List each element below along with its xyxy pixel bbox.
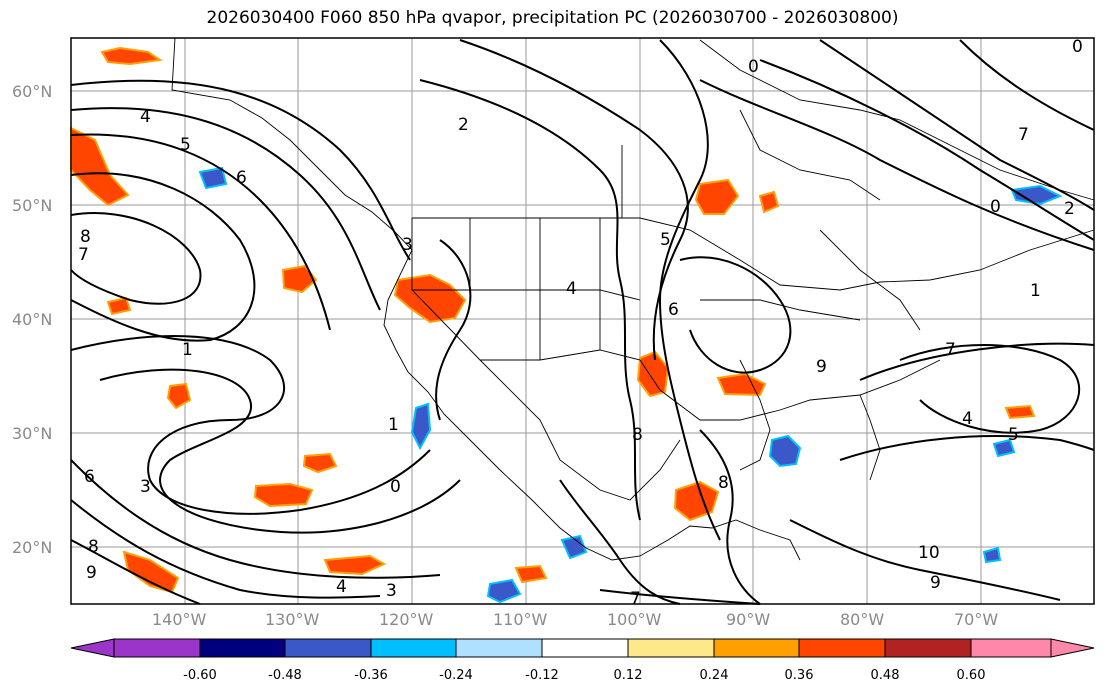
coastlines-borders bbox=[171, 37, 1095, 561]
lat-label: 40°N bbox=[12, 310, 53, 329]
colorbar-tick: -0.36 bbox=[354, 668, 388, 683]
contour-label: 0 bbox=[748, 57, 759, 77]
colorbar-bin bbox=[455, 638, 543, 658]
contour-label: 3 bbox=[386, 581, 397, 601]
colorbar-tick: 0.36 bbox=[784, 668, 814, 683]
contour-label: 2 bbox=[458, 115, 469, 135]
contour-label: 9 bbox=[86, 563, 97, 583]
precip-negative-patches bbox=[198, 166, 1063, 604]
contour-label: 5 bbox=[660, 230, 671, 250]
contour-label: 7 bbox=[1018, 125, 1029, 145]
contour-label: 7 bbox=[945, 340, 956, 360]
contour-label: 6 bbox=[236, 168, 247, 188]
contour-label: 8 bbox=[88, 537, 99, 557]
colorbar-bin bbox=[541, 638, 629, 658]
contour-label: 8 bbox=[718, 473, 729, 493]
lat-label: 20°N bbox=[12, 538, 53, 557]
contour-label: 9 bbox=[816, 357, 827, 377]
colorbar-bin bbox=[627, 638, 715, 658]
lon-label: 80°W bbox=[840, 610, 885, 629]
colorbar-tick: -0.24 bbox=[439, 668, 473, 683]
colorbar-tick: -0.60 bbox=[183, 668, 217, 683]
contour-label: 0 bbox=[390, 477, 401, 497]
lon-label: 140°W bbox=[152, 610, 207, 629]
contour-label: 9 bbox=[930, 573, 941, 593]
map-title: 2026030400 F060 850 hPa qvapor, precipit… bbox=[206, 8, 899, 28]
contour-label: 4 bbox=[336, 577, 347, 597]
colorbar-bin bbox=[284, 638, 372, 658]
colorbar-high-extend bbox=[1050, 638, 1095, 658]
contour-labels: 0 2 0 4 5 6 8 7 3 4 5 6 1 1 0 7 6 3 8 9 … bbox=[78, 37, 1083, 609]
contour-label: 4 bbox=[962, 409, 973, 429]
contour-label: 3 bbox=[140, 477, 151, 497]
lon-label: 110°W bbox=[493, 610, 548, 629]
lat-label: 60°N bbox=[12, 82, 53, 101]
lon-label: 120°W bbox=[379, 610, 434, 629]
contour-label: 6 bbox=[668, 300, 679, 320]
contour-label: 8 bbox=[80, 227, 91, 247]
contour-label: 5 bbox=[180, 135, 191, 155]
lon-label: 90°W bbox=[726, 610, 771, 629]
colorbar-tick: -0.48 bbox=[268, 668, 302, 683]
colorbar-tick: 0.60 bbox=[956, 668, 986, 683]
contour-label: 4 bbox=[140, 107, 151, 127]
colorbar-low-extend bbox=[70, 638, 115, 658]
colorbar-tick: -0.12 bbox=[525, 668, 559, 683]
contour-label: 4 bbox=[566, 279, 577, 299]
contour-label: 1 bbox=[182, 340, 193, 360]
colorbar-tick: 0.24 bbox=[699, 668, 729, 683]
contour-label: 0 bbox=[1072, 37, 1083, 57]
colorbar-tick: 0.12 bbox=[613, 668, 643, 683]
qvapor-contours bbox=[70, 39, 1095, 605]
colorbar-bin bbox=[970, 638, 1052, 658]
colorbar-tick: 0.48 bbox=[870, 668, 900, 683]
colorbar-bin bbox=[113, 638, 201, 658]
lon-label: 70°W bbox=[954, 610, 999, 629]
lon-label: 100°W bbox=[607, 610, 662, 629]
lon-label: 130°W bbox=[265, 610, 320, 629]
lat-label: 30°N bbox=[12, 424, 53, 443]
contour-label: 1 bbox=[1030, 281, 1041, 301]
colorbar-bin bbox=[798, 638, 886, 658]
colorbar-bin bbox=[713, 638, 800, 658]
contour-label: 7 bbox=[630, 589, 641, 609]
gridlines bbox=[71, 38, 1094, 604]
contour-label: 10 bbox=[918, 543, 940, 563]
map-panel bbox=[71, 38, 1094, 604]
colorbar-bin bbox=[370, 638, 457, 658]
contour-label: 6 bbox=[84, 467, 95, 487]
lat-label: 50°N bbox=[12, 196, 53, 215]
colorbar-bin bbox=[199, 638, 286, 658]
contour-label: 7 bbox=[78, 245, 89, 265]
contour-label: 8 bbox=[632, 425, 643, 445]
contour-label: 2 bbox=[1064, 199, 1075, 219]
map-frame bbox=[70, 37, 1095, 605]
contour-label: 0 bbox=[990, 197, 1001, 217]
contour-label: 3 bbox=[402, 235, 413, 255]
contour-label: 1 bbox=[388, 415, 399, 435]
contour-label: 5 bbox=[1008, 425, 1019, 445]
precip-positive-patches bbox=[70, 46, 1036, 594]
colorbar bbox=[70, 638, 1095, 658]
colorbar-bin bbox=[884, 638, 972, 658]
